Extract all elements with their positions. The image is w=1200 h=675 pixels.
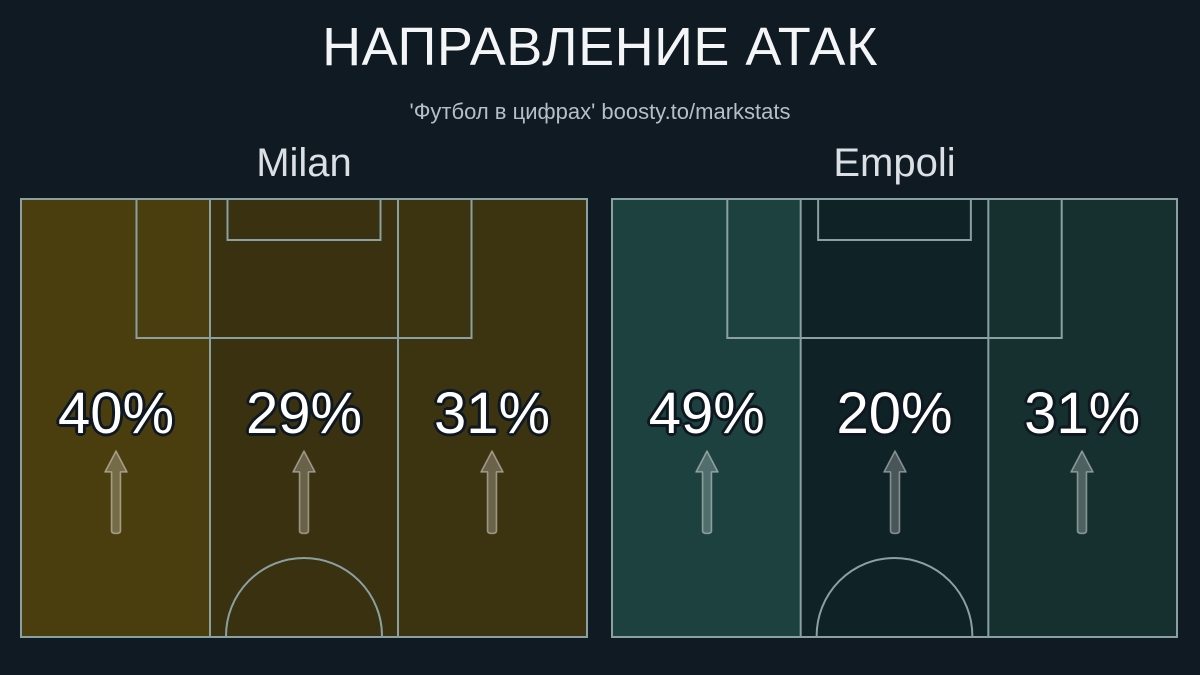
half-pitch-milan: 40% 29% 31% xyxy=(20,198,588,638)
zone-percentage: 49% xyxy=(648,381,765,446)
zone-percentage: 40% xyxy=(57,381,175,446)
attack-zone-center: 29% xyxy=(210,200,398,636)
page-title: НАПРАВЛЕНИЕ АТАК xyxy=(322,17,878,77)
watermark-subtitle: 'Футбол в цифрах' boosty.to/markstats xyxy=(409,99,791,124)
zone-percentage: 20% xyxy=(836,381,953,446)
up-arrow-icon xyxy=(480,450,504,535)
up-arrow-icon xyxy=(292,450,316,535)
half-pitch-empoli: 49% 20% 31% xyxy=(611,198,1178,638)
team-label-empoli: Empoli xyxy=(833,141,956,185)
attack-zone-right: 31% xyxy=(988,200,1176,636)
up-arrow-icon xyxy=(695,450,719,535)
up-arrow-icon xyxy=(104,450,128,535)
attack-zone-left: 49% xyxy=(613,200,801,636)
zone-percentage: 31% xyxy=(433,381,551,446)
attack-zone-left: 40% xyxy=(22,200,210,636)
team-label-milan: Milan xyxy=(256,141,352,185)
attack-zone-center: 20% xyxy=(800,200,989,636)
zone-percentage: 29% xyxy=(245,381,363,446)
zone-percentage: 31% xyxy=(1024,381,1141,446)
attack-zones: 40% 29% 31% xyxy=(22,200,586,636)
up-arrow-icon xyxy=(1070,450,1094,535)
attack-zone-right: 31% xyxy=(398,200,586,636)
attack-zones: 49% 20% 31% xyxy=(613,200,1176,636)
up-arrow-icon xyxy=(882,450,907,535)
